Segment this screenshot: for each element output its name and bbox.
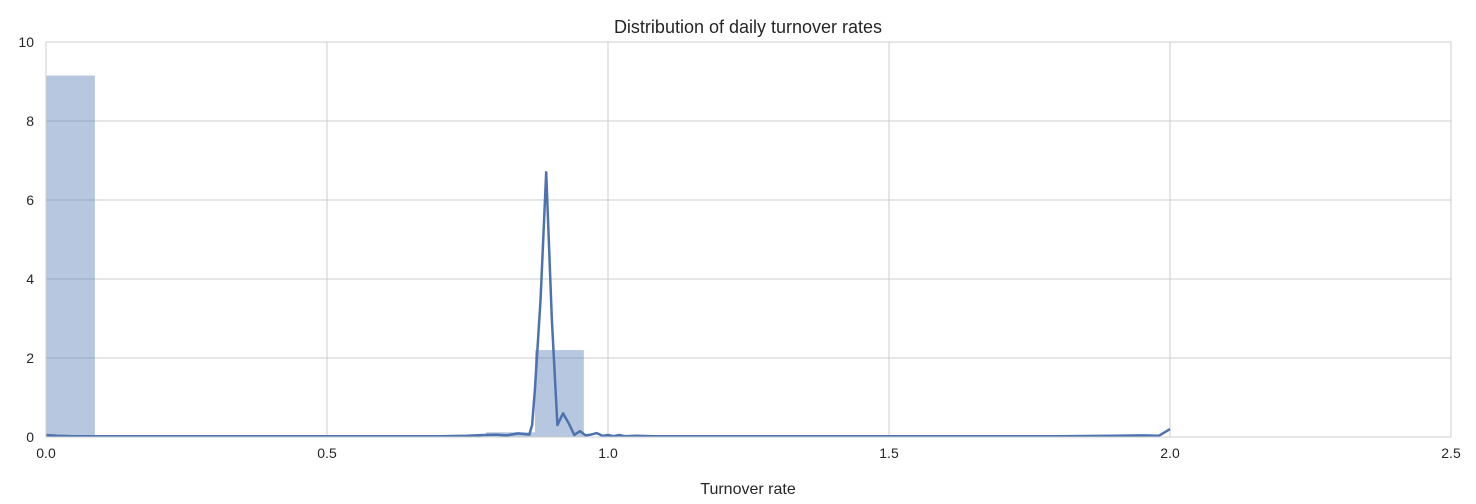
x-tick-label: 2.0 bbox=[1160, 445, 1180, 461]
x-axis-label: Turnover rate bbox=[700, 481, 796, 498]
y-tick-label: 2 bbox=[26, 350, 34, 366]
kde-line bbox=[45, 171, 1171, 438]
x-tick-label: 0.0 bbox=[36, 445, 56, 461]
x-tick-label: 1.5 bbox=[879, 445, 899, 461]
histogram-bar bbox=[534, 350, 584, 437]
plot-frame bbox=[45, 41, 1452, 438]
y-tick-label: 8 bbox=[26, 113, 34, 129]
histogram-bar bbox=[46, 75, 95, 437]
x-tick-label: 0.5 bbox=[317, 445, 337, 461]
chart-title: Distribution of daily turnover rates bbox=[614, 17, 882, 37]
y-tick-label: 0 bbox=[26, 429, 34, 445]
kde-curve bbox=[45, 171, 1171, 438]
plot-background bbox=[46, 42, 1451, 437]
y-tick-label: 4 bbox=[26, 271, 34, 287]
x-tick-label: 1.0 bbox=[598, 445, 618, 461]
x-tick-label: 2.5 bbox=[1441, 445, 1461, 461]
histogram-bars bbox=[46, 75, 584, 437]
x-tick-labels: 0.0 0.5 1.0 1.5 2.0 2.5 bbox=[36, 445, 1461, 461]
y-tick-labels: 0 2 4 6 8 10 bbox=[18, 34, 34, 445]
y-tick-label: 10 bbox=[18, 34, 34, 50]
y-tick-label: 6 bbox=[26, 192, 34, 208]
